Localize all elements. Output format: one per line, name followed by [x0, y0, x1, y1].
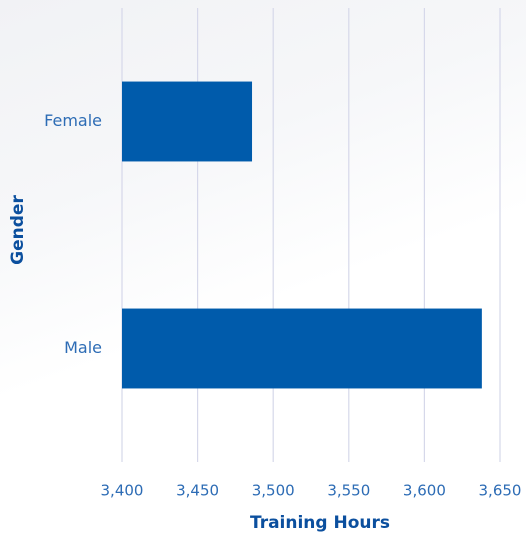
y-axis-title: Gender: [8, 195, 28, 265]
x-axis-title: Training Hours: [250, 513, 390, 533]
x-tick-label: 3,600: [403, 482, 446, 500]
y-tick-label: Male: [64, 338, 102, 357]
bar: [122, 308, 482, 389]
x-tick-label: 3,400: [101, 482, 144, 500]
x-tick-label: 3,450: [176, 482, 219, 500]
x-tick-label: 3,650: [479, 482, 522, 500]
x-tick-label: 3,500: [252, 482, 295, 500]
y-tick-label: Female: [44, 111, 102, 130]
x-tick-label: 3,550: [327, 482, 370, 500]
bar: [122, 81, 253, 162]
